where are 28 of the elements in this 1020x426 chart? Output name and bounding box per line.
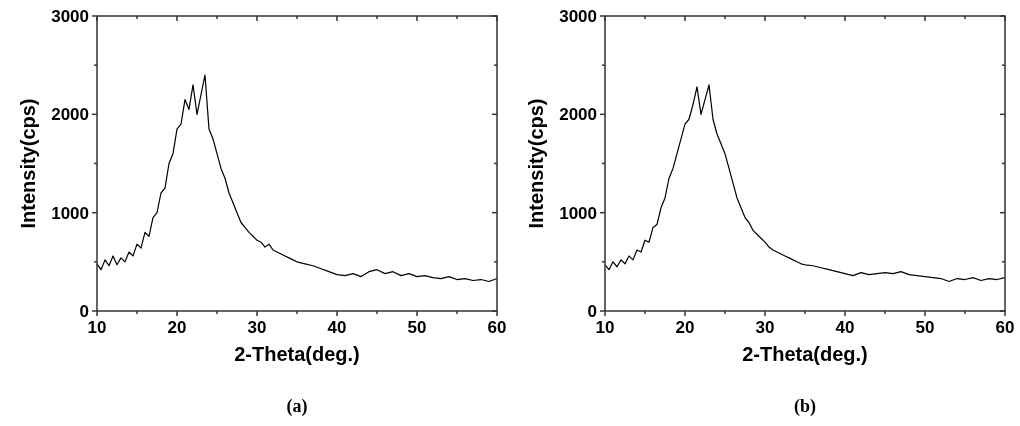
y-tick-label: 3000 <box>559 7 597 26</box>
x-tick-label: 40 <box>327 318 347 337</box>
y-tick-label: 2000 <box>51 105 89 125</box>
x-tick-label: 10 <box>87 318 107 337</box>
x-tick-label: 50 <box>407 318 427 337</box>
y-tick-label: 3000 <box>51 7 89 26</box>
text: (b) <box>794 396 816 417</box>
y-tick-label: 0 <box>79 302 89 321</box>
x-tick-label: 20 <box>675 318 695 337</box>
x-axis-title: 2-Theta(deg.) <box>742 343 868 365</box>
line-series <box>96 74 498 283</box>
x-tick-label: 40 <box>835 318 855 337</box>
x-tick-label: 60 <box>487 318 507 337</box>
y-axis-title: Intensity(cps) <box>17 98 39 229</box>
x-tick-label: 20 <box>167 318 187 337</box>
x-tick-label: 10 <box>595 318 615 337</box>
y-axis-title: Intensity(cps) <box>525 98 547 229</box>
x-axis-title: 2-Theta(deg.) <box>234 343 360 365</box>
y-tick-label: 1000 <box>559 203 597 223</box>
x-tick-label: 30 <box>247 318 267 337</box>
x-tick-label: 50 <box>915 318 935 337</box>
line-series <box>604 84 1006 283</box>
x-tick-label: 30 <box>755 318 775 337</box>
x-tick-label: 60 <box>995 318 1015 337</box>
y-tick-label: 1000 <box>51 203 89 223</box>
text: (a) <box>286 396 308 417</box>
y-tick-label: 2000 <box>559 105 597 125</box>
y-tick-label: 0 <box>587 302 597 321</box>
